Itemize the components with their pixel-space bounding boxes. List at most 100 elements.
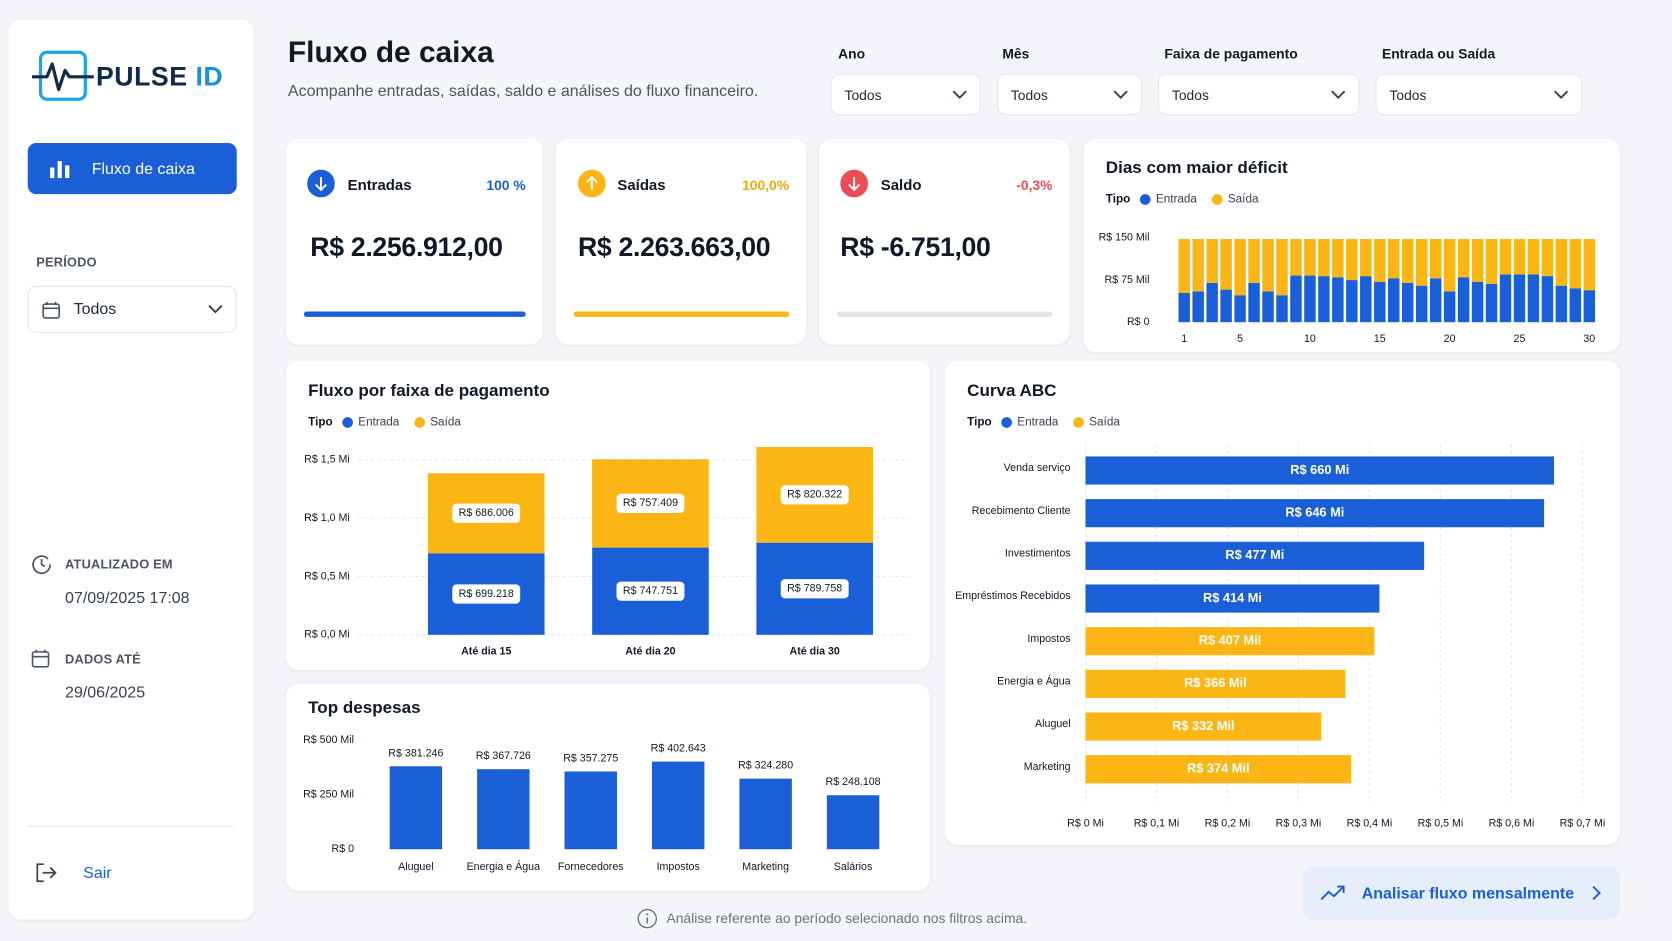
bar bbox=[1401, 239, 1414, 283]
legend-swatch bbox=[1211, 194, 1223, 205]
value-label-box bbox=[616, 581, 685, 601]
kpi-label: Saídas bbox=[617, 176, 666, 194]
kpi-card: Saídas 100,0% R$ 2.263.663,00 bbox=[555, 138, 807, 345]
x-tick-label: 30 bbox=[1583, 333, 1595, 345]
bar bbox=[1429, 239, 1442, 279]
legend-label: Saída bbox=[1228, 193, 1259, 206]
bar bbox=[1085, 627, 1375, 656]
y-tick-label: Recebimento Cliente bbox=[972, 505, 1071, 517]
chart-card: Fluxo por faixa de pagamento R$ 0,0 Mi R$ … bbox=[285, 360, 930, 671]
legend-title: Tipo bbox=[308, 416, 333, 429]
value-label: R$ 367.726 bbox=[476, 750, 531, 762]
value-label: R$ 789.758 bbox=[787, 583, 842, 595]
chart: Dias com maior déficit R$ 0 R$ 75 Mil R$ 15… bbox=[1099, 158, 1596, 345]
x-tick-label: Fornecedores bbox=[558, 861, 624, 873]
chart: Curva ABC R$ 0 Mi R$ 0,1 Mi R$ 0,2 Mi R$ 0,3… bbox=[955, 381, 1606, 829]
chart-title: Dias com maior déficit bbox=[1106, 158, 1288, 177]
info-icon bbox=[637, 908, 658, 929]
y-tick-label: R$ 75 Mil bbox=[1104, 274, 1149, 286]
y-tick-label: R$ 150 Mil bbox=[1099, 232, 1150, 244]
bar bbox=[1583, 290, 1596, 323]
bar bbox=[1276, 239, 1288, 296]
bar bbox=[1499, 274, 1512, 323]
bar bbox=[1569, 239, 1582, 289]
value-label: R$ 324.280 bbox=[738, 760, 793, 772]
legend-label: Entrada bbox=[1017, 416, 1059, 429]
filter-select[interactable]: Todos bbox=[1158, 73, 1360, 116]
bar bbox=[1388, 239, 1400, 279]
bar bbox=[1471, 239, 1484, 282]
legend-swatch bbox=[1073, 417, 1084, 428]
chart-title: Curva ABC bbox=[967, 381, 1056, 400]
clock-icon bbox=[32, 555, 51, 575]
kpi-value: R$ 2.263.663,00 bbox=[577, 232, 771, 263]
kpi-icon bbox=[577, 169, 606, 198]
bar bbox=[1206, 239, 1218, 283]
filter-value: Todos bbox=[1010, 86, 1048, 103]
x-tick-label: R$ 0,7 Mi bbox=[1560, 817, 1606, 829]
period-select[interactable]: Todos bbox=[27, 285, 237, 333]
x-tick-label: R$ 0,4 Mi bbox=[1347, 817, 1393, 829]
bar bbox=[1499, 239, 1512, 275]
bar bbox=[1360, 276, 1372, 323]
filter-select[interactable]: Todos bbox=[830, 73, 982, 116]
nav-item-active[interactable]: Fluxo de caixa bbox=[27, 142, 237, 195]
bar bbox=[1388, 278, 1400, 323]
legend-label: Saída bbox=[1089, 416, 1120, 429]
x-tick-label: R$ 0,5 Mi bbox=[1418, 817, 1464, 829]
value-label: R$ 357.275 bbox=[563, 752, 618, 764]
bar bbox=[1360, 239, 1372, 277]
value-label: R$ 402.643 bbox=[651, 743, 706, 755]
x-tick-label: Energia e Água bbox=[467, 860, 541, 873]
page-subtitle: Acompanhe entradas, saídas, saldo e anál… bbox=[287, 82, 759, 101]
kpi-card: Entradas 100 % R$ 2.256.912,00 bbox=[285, 138, 543, 345]
bar bbox=[826, 795, 880, 850]
bar bbox=[564, 771, 617, 850]
data-until-value: 29/06/2025 bbox=[65, 683, 146, 703]
bar bbox=[1234, 239, 1246, 296]
logo-icon bbox=[31, 50, 94, 101]
kpi-label: Saldo bbox=[880, 176, 922, 194]
value-label: R$ 366 Mil bbox=[1184, 675, 1246, 690]
chevron bbox=[1592, 885, 1601, 901]
x-tick-label: Aluguel bbox=[398, 861, 434, 873]
value-label: R$ 248.108 bbox=[826, 776, 881, 788]
y-tick-label: Energia e Água bbox=[997, 675, 1071, 688]
bar bbox=[1234, 295, 1246, 323]
updated-value: 07/09/2025 17:08 bbox=[65, 588, 190, 608]
y-tick-label: R$ 0 bbox=[332, 843, 355, 855]
bar bbox=[1541, 276, 1554, 323]
x-tick-label: Até dia 30 bbox=[790, 646, 840, 658]
chart: Fluxo por faixa de pagamento R$ 0,0 Mi R$ … bbox=[304, 381, 910, 658]
logout[interactable]: Sair bbox=[83, 864, 112, 883]
kpi-progress bbox=[837, 311, 1053, 317]
value-label: R$ 699.218 bbox=[459, 588, 514, 600]
y-tick-label: R$ 1,5 Mi bbox=[304, 454, 350, 466]
cta-button[interactable]: Analisar fluxo mensalmente bbox=[1303, 866, 1620, 920]
chevron bbox=[1331, 90, 1346, 99]
bar bbox=[651, 761, 705, 850]
filter-select[interactable]: Todos bbox=[997, 73, 1143, 116]
value-label: R$ 477 Mi bbox=[1225, 547, 1284, 562]
bar bbox=[1085, 669, 1346, 698]
y-tick-label: R$ 250 Mil bbox=[303, 789, 354, 801]
filter-value: Todos bbox=[1389, 86, 1427, 103]
value-label: R$ 686.006 bbox=[459, 507, 514, 519]
value-label-box bbox=[780, 579, 849, 599]
value-label: R$ 374 Mil bbox=[1187, 761, 1249, 776]
logout-icon bbox=[36, 863, 57, 883]
filter-label: Entrada ou Saída bbox=[1381, 45, 1496, 62]
bar bbox=[1318, 239, 1330, 277]
chevron bbox=[1113, 90, 1128, 99]
filter-value: Todos bbox=[844, 86, 882, 103]
bar bbox=[1262, 239, 1274, 292]
x-tick-label: R$ 0,2 Mi bbox=[1205, 817, 1251, 829]
bar bbox=[1346, 280, 1358, 323]
filter-select[interactable]: Todos bbox=[1375, 73, 1583, 116]
bar bbox=[1457, 277, 1470, 323]
x-tick-label: R$ 0,3 Mi bbox=[1276, 817, 1322, 829]
y-tick-label: R$ 0,0 Mi bbox=[304, 629, 350, 641]
legend-title: Tipo bbox=[1106, 193, 1131, 206]
bar bbox=[1527, 239, 1540, 275]
bar bbox=[1192, 291, 1204, 323]
